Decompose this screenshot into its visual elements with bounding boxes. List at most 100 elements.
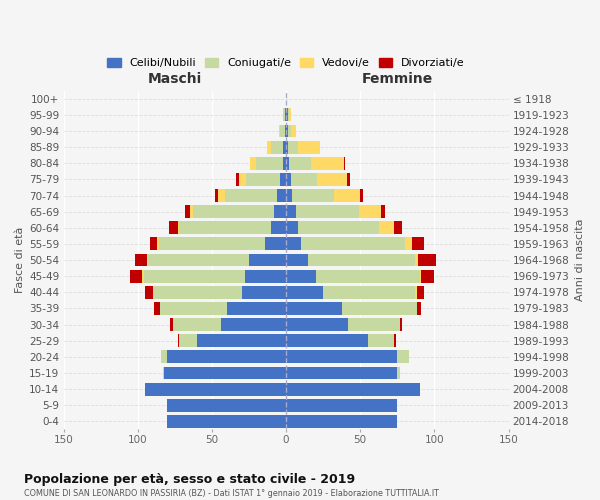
Bar (161, 350, 167, 364)
Bar (286, 350, 397, 364)
Bar (347, 173, 350, 186)
Bar (178, 222, 179, 234)
Bar (359, 205, 381, 218)
Bar (397, 366, 400, 380)
Bar (286, 382, 419, 396)
Bar (265, 238, 286, 250)
Bar (167, 350, 286, 364)
Bar (286, 302, 343, 315)
Bar (193, 205, 274, 218)
Bar (415, 254, 418, 266)
Bar (267, 140, 271, 153)
Bar (169, 222, 178, 234)
Bar (323, 286, 415, 299)
Bar (298, 222, 379, 234)
Bar (286, 108, 287, 122)
Bar (280, 124, 284, 138)
Bar (284, 108, 286, 122)
Text: COMUNE DI SAN LEONARDO IN PASSIRIA (BZ) - Dati ISTAT 1° gennaio 2019 - Elaborazi: COMUNE DI SAN LEONARDO IN PASSIRIA (BZ) … (24, 489, 439, 498)
Bar (283, 108, 284, 122)
Bar (242, 286, 286, 299)
Bar (218, 189, 225, 202)
Bar (296, 205, 359, 218)
Text: Popolazione per età, sesso e stato civile - 2019: Popolazione per età, sesso e stato civil… (24, 472, 355, 486)
Bar (394, 334, 396, 347)
Bar (190, 205, 193, 218)
Bar (394, 222, 402, 234)
Bar (334, 189, 360, 202)
Bar (419, 270, 421, 282)
Bar (286, 124, 287, 138)
Bar (412, 238, 424, 250)
Bar (311, 157, 344, 170)
Bar (368, 334, 394, 347)
Bar (286, 205, 296, 218)
Bar (287, 124, 290, 138)
Bar (158, 238, 265, 250)
Bar (349, 318, 400, 331)
Bar (278, 124, 280, 138)
Bar (154, 302, 160, 315)
Bar (152, 286, 242, 299)
Bar (225, 189, 277, 202)
Bar (148, 254, 249, 266)
Bar (287, 108, 289, 122)
Bar (145, 286, 152, 299)
Bar (415, 286, 416, 299)
Bar (179, 334, 197, 347)
Bar (286, 366, 397, 380)
Bar (286, 334, 368, 347)
Bar (289, 108, 290, 122)
Bar (317, 173, 347, 186)
Bar (286, 222, 298, 234)
Bar (416, 286, 424, 299)
Bar (146, 254, 148, 266)
Bar (316, 270, 419, 282)
Bar (227, 302, 286, 315)
Bar (245, 270, 286, 282)
Bar (286, 399, 397, 411)
Bar (178, 334, 179, 347)
Bar (298, 140, 320, 153)
Bar (289, 157, 311, 170)
Bar (286, 318, 349, 331)
Bar (286, 157, 289, 170)
Bar (397, 350, 409, 364)
Bar (308, 254, 415, 266)
Bar (221, 318, 286, 331)
Bar (185, 205, 190, 218)
Bar (286, 140, 287, 153)
Bar (416, 302, 421, 315)
Bar (249, 254, 286, 266)
Bar (167, 399, 286, 411)
Bar (215, 189, 218, 202)
Bar (283, 157, 286, 170)
Bar (239, 173, 246, 186)
Legend: Celibi/Nubili, Coniugati/e, Vedovi/e, Divorziati/e: Celibi/Nubili, Coniugati/e, Vedovi/e, Di… (105, 56, 467, 70)
Bar (167, 415, 286, 428)
Y-axis label: Fasce di età: Fasce di età (15, 227, 25, 293)
Bar (246, 173, 280, 186)
Bar (143, 270, 245, 282)
Bar (400, 318, 402, 331)
Bar (157, 238, 158, 250)
Bar (271, 222, 286, 234)
Bar (236, 173, 239, 186)
Bar (284, 124, 286, 138)
Bar (145, 382, 286, 396)
Bar (344, 157, 346, 170)
Bar (287, 140, 298, 153)
Bar (379, 222, 394, 234)
Bar (280, 173, 286, 186)
Bar (286, 173, 290, 186)
Text: Femmine: Femmine (362, 72, 433, 86)
Bar (135, 254, 146, 266)
Bar (149, 238, 157, 250)
Bar (170, 318, 173, 331)
Bar (421, 270, 434, 282)
Bar (142, 270, 143, 282)
Bar (292, 189, 334, 202)
Bar (360, 189, 363, 202)
Text: Maschi: Maschi (148, 72, 202, 86)
Bar (250, 157, 256, 170)
